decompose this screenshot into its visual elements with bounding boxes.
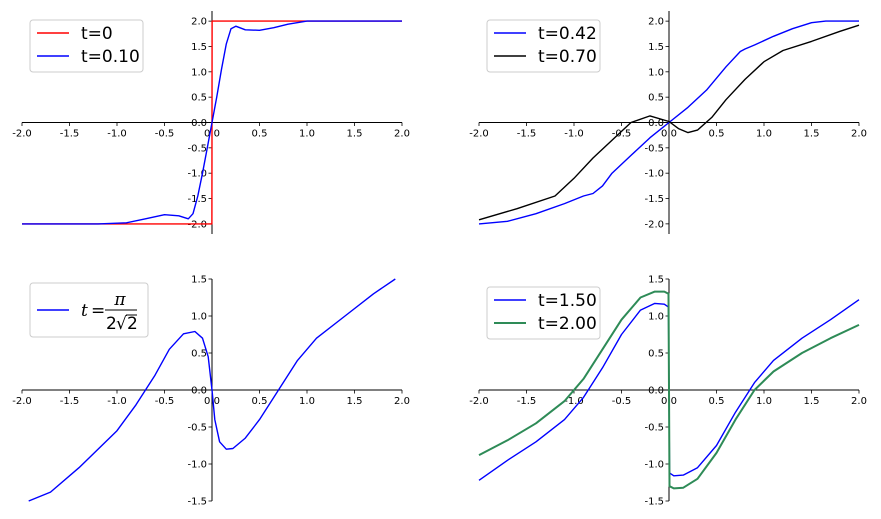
x-tick-label: 0.0 (661, 129, 677, 140)
series-line-t-2-00 (478, 290, 860, 490)
legend-label: t=0.42 (538, 24, 597, 44)
y-tick-label: -1.0 (187, 169, 207, 180)
x-tick-label: -1.5 (60, 129, 80, 140)
legend-label: t=2.00 (538, 314, 597, 334)
y-tick-label: 2.0 (648, 17, 664, 28)
x-tick-label: -1.0 (564, 396, 584, 407)
legend-label: t=0 (81, 24, 113, 44)
x-tick-label: -2.0 (12, 396, 32, 407)
svg-text:=: = (91, 301, 105, 321)
y-tick-label: 1.0 (648, 67, 664, 78)
y-tick-label: 0.5 (191, 93, 207, 104)
y-tick-label: 1.0 (648, 312, 664, 323)
x-tick-label: 2.0 (851, 129, 867, 140)
legend: t=0.42 t=0.70 (486, 19, 601, 73)
x-tick-label: 0.5 (709, 129, 725, 140)
y-tick-label: 2.0 (191, 17, 207, 28)
x-tick-label: -0.5 (155, 396, 175, 407)
x-tick-label: -1.5 (517, 396, 537, 407)
svg-text:t: t (81, 301, 88, 321)
y-tick-label: -1.0 (187, 460, 207, 471)
y-tick-label: 1.5 (648, 275, 664, 286)
x-tick-label: 1.0 (756, 396, 772, 407)
x-tick-label: 2.0 (394, 129, 410, 140)
x-tick-label: 1.0 (299, 396, 315, 407)
y-tick-label: 1.0 (191, 312, 207, 323)
x-tick-label: -1.0 (107, 129, 127, 140)
x-tick-label: 1.5 (347, 396, 363, 407)
legend: t =π2 √ 2 (29, 282, 149, 338)
svg-text:2: 2 (106, 314, 117, 334)
y-tick-label: -1.0 (644, 169, 664, 180)
x-tick-label: 1.0 (756, 129, 772, 140)
y-tick-label: -1.5 (187, 497, 207, 508)
y-tick-label: -1.5 (644, 194, 664, 205)
x-tick-label: 0.0 (204, 396, 220, 407)
chart-panel-3: -2.0 -1.5 -1.0 -0.5 0.0 0.5 1.0 1.5 2.0 -1.5 -1.0 -… (12, 275, 410, 508)
x-tick-label: 2.0 (394, 396, 410, 407)
x-tick-label: -2.0 (469, 396, 489, 407)
y-tick-label: -0.5 (644, 423, 664, 434)
x-tick-label: 1.5 (347, 129, 363, 140)
svg-text:2: 2 (127, 314, 138, 334)
x-tick-label: 0.5 (252, 396, 268, 407)
y-tick-label: 0.0 (191, 386, 207, 397)
x-tick-label: 1.0 (299, 129, 315, 140)
chart-panel-1: -2.0 -1.5 -1.0 -0.5 0.0 0.5 1.0 1.5 2.0-2.0-1.5-… (12, 11, 410, 234)
chart-panel-2: -2.0 -1.5 -1.0 -0.5 0.0 0.5 1.0 1.5 2.0 -2.0 -1.5 -… (469, 11, 867, 234)
x-tick-label: 0.5 (252, 129, 268, 140)
y-tick-label: -1.0 (644, 460, 664, 471)
y-tick-label: 0.5 (648, 93, 664, 104)
x-tick-label: 1.5 (804, 396, 820, 407)
series-line-t-0-70 (478, 24, 860, 221)
x-tick-label: -2.0 (469, 129, 489, 140)
x-tick-label: 2.0 (851, 396, 867, 407)
legend-label: t=0.10 (81, 47, 140, 67)
legend-box (29, 282, 149, 338)
legend: t=0 t=0.10 (29, 19, 144, 73)
y-tick-label: 1.5 (191, 275, 207, 286)
legend-label: t=1.50 (538, 291, 597, 311)
svg-text:π: π (113, 290, 126, 310)
x-tick-label: -0.5 (155, 129, 175, 140)
y-tick-label: -2.0 (187, 219, 207, 230)
y-tick-label: -2.0 (644, 219, 664, 230)
x-tick-label: -0.5 (612, 396, 632, 407)
series-line-t-2-2 (28, 278, 396, 502)
y-tick-label: -0.5 (187, 143, 207, 154)
y-tick-label: 0.0 (191, 118, 207, 129)
x-tick-label: -1.5 (517, 129, 537, 140)
x-tick-label: -1.0 (107, 396, 127, 407)
x-tick-label: 0.5 (709, 396, 725, 407)
y-tick-label: 0.5 (648, 349, 664, 360)
y-tick-label: 0.0 (648, 118, 664, 129)
y-tick-label: 1.5 (191, 42, 207, 53)
y-tick-label: -1.5 (644, 497, 664, 508)
legend-label: t=0.70 (538, 47, 597, 67)
x-tick-label: -0.5 (612, 129, 632, 140)
x-tick-label: -2.0 (12, 129, 32, 140)
y-tick-label: 0.0 (648, 386, 664, 397)
y-tick-label: 1.0 (191, 67, 207, 78)
x-tick-label: -1.5 (60, 396, 80, 407)
series-line-t-0-10 (22, 20, 402, 225)
y-tick-label: -0.5 (187, 423, 207, 434)
series-line-t-0-42 (478, 20, 859, 225)
x-tick-label: 1.5 (804, 129, 820, 140)
y-tick-label: -0.5 (644, 143, 664, 154)
legend-label-math: t =π2 √ 2 (81, 290, 138, 334)
chart-panel-4: -2.0 -1.5 -1.0 -0.5 0.0 0.5 1.0 1.5 2.0 -1.5 -1.0 -… (469, 275, 867, 508)
y-tick-label: 0.5 (191, 349, 207, 360)
svg-text:√: √ (116, 314, 127, 334)
y-tick-label: 1.5 (648, 42, 664, 53)
legend: t=1.50 t=2.00 (486, 286, 601, 340)
x-tick-label: -1.0 (564, 129, 584, 140)
